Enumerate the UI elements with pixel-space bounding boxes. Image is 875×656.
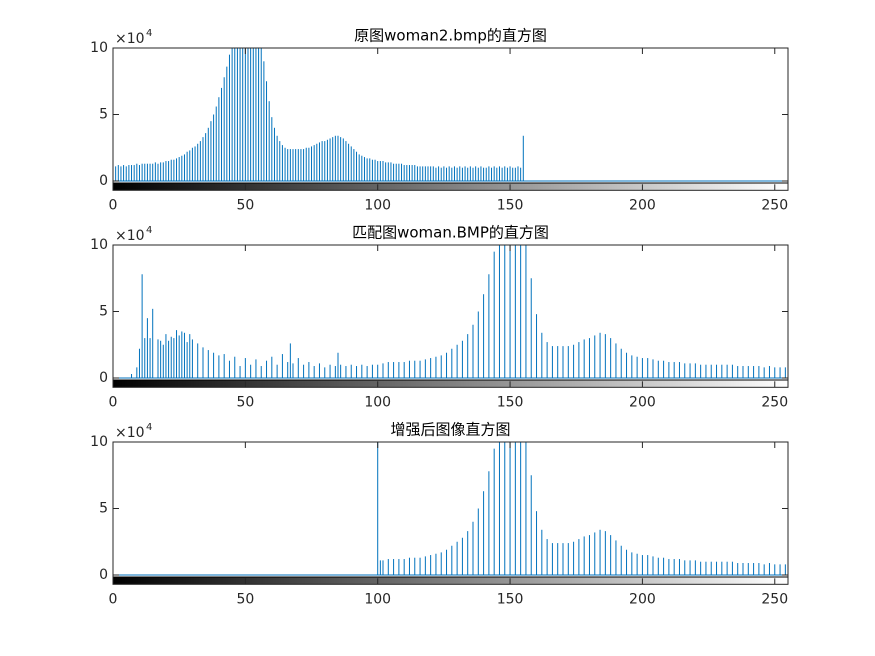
y-multiplier: ×10 bbox=[115, 228, 145, 244]
colorbar bbox=[113, 183, 788, 191]
chart-title: 原图woman2.bmp的直方图 bbox=[354, 27, 547, 45]
y-multiplier-power: 4 bbox=[146, 422, 152, 433]
chart-title: 匹配图woman.BMP的直方图 bbox=[352, 224, 549, 242]
x-tick-label: 100 bbox=[364, 394, 391, 410]
x-tick-label: 200 bbox=[629, 197, 656, 213]
x-tick-label: 0 bbox=[109, 394, 118, 410]
y-multiplier-power: 4 bbox=[146, 225, 152, 236]
x-tick-label: 200 bbox=[629, 394, 656, 410]
chart-title: 增强后图像直方图 bbox=[390, 421, 510, 439]
y-tick-label: 5 bbox=[99, 304, 108, 320]
x-tick-label: 150 bbox=[497, 197, 524, 213]
y-tick-label: 0 bbox=[99, 567, 108, 583]
y-multiplier-power: 4 bbox=[146, 28, 152, 39]
x-tick-label: 250 bbox=[761, 394, 788, 410]
x-tick-label: 50 bbox=[236, 591, 254, 607]
colorbar bbox=[113, 577, 788, 585]
y-tick-label: 0 bbox=[99, 173, 108, 189]
x-tick-label: 250 bbox=[761, 197, 788, 213]
x-tick-label: 100 bbox=[364, 591, 391, 607]
y-tick-label: 10 bbox=[90, 434, 108, 450]
y-tick-label: 10 bbox=[90, 237, 108, 253]
y-tick-label: 5 bbox=[99, 107, 108, 123]
y-tick-label: 5 bbox=[99, 501, 108, 517]
x-tick-label: 250 bbox=[761, 591, 788, 607]
x-tick-label: 50 bbox=[236, 394, 254, 410]
colorbar bbox=[113, 380, 788, 388]
x-tick-label: 100 bbox=[364, 197, 391, 213]
x-tick-label: 50 bbox=[236, 197, 254, 213]
y-tick-label: 10 bbox=[90, 40, 108, 56]
x-tick-label: 0 bbox=[109, 197, 118, 213]
x-tick-label: 0 bbox=[109, 591, 118, 607]
axes-frame bbox=[112, 441, 789, 585]
axes-frame bbox=[112, 244, 789, 388]
x-tick-label: 150 bbox=[497, 394, 524, 410]
axes-frame bbox=[112, 47, 789, 191]
y-tick-label: 0 bbox=[99, 370, 108, 386]
x-tick-label: 150 bbox=[497, 591, 524, 607]
y-multiplier: ×10 bbox=[115, 425, 145, 441]
x-tick-label: 200 bbox=[629, 591, 656, 607]
y-multiplier: ×10 bbox=[115, 31, 145, 47]
